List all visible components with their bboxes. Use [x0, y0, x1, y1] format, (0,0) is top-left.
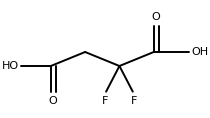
- Text: F: F: [102, 96, 108, 106]
- Text: O: O: [152, 12, 160, 22]
- Text: O: O: [49, 96, 58, 106]
- Text: HO: HO: [2, 61, 19, 71]
- Text: OH: OH: [191, 47, 208, 57]
- Text: F: F: [131, 96, 137, 106]
